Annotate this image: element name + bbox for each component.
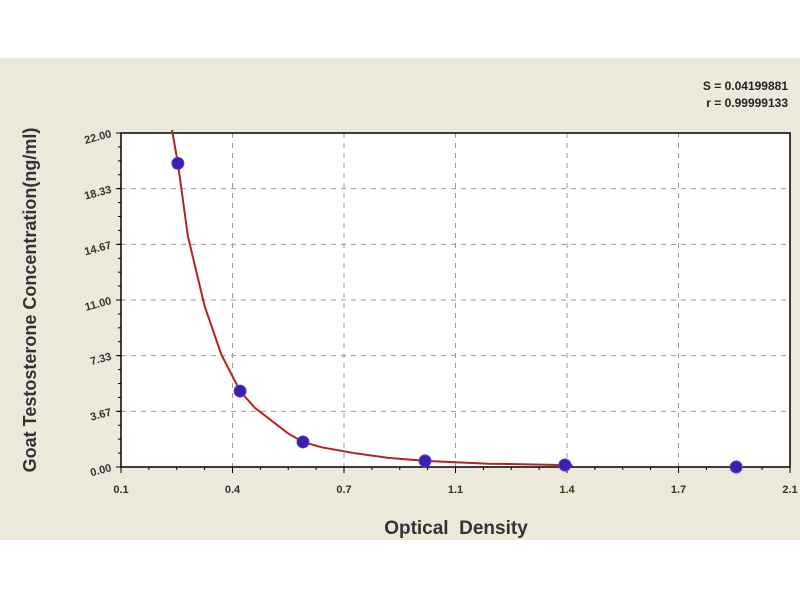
annotation-s: S = 0.04199881 <box>703 79 788 93</box>
x-tick-label: 1.7 <box>671 484 686 496</box>
x-tick-label: 0.7 <box>336 484 351 496</box>
grid <box>121 133 790 467</box>
x-tick-label: 2.1 <box>782 484 797 496</box>
data-point <box>171 156 185 170</box>
y-axis-label: Goat Testosterone Concentration(ng/ml) <box>20 128 40 473</box>
plot-border <box>120 132 791 468</box>
fit-curve-group <box>170 130 573 467</box>
x-tick-label: 0.4 <box>225 484 241 496</box>
y-tick-label: 14.67 <box>83 240 113 259</box>
y-tick-label: 11.00 <box>84 295 113 314</box>
y-tick-label: 0.00 <box>89 462 113 479</box>
y-tick-label: 18.33 <box>83 184 113 203</box>
data-point <box>296 435 310 449</box>
y-tick-label: 3.67 <box>89 407 113 424</box>
data-point <box>233 384 247 398</box>
y-tick-label: 7.33 <box>89 351 113 368</box>
y-tick-label: 22.00 <box>83 128 113 147</box>
data-point <box>558 458 572 472</box>
tick-labels: 0.1 0.4 0.7 1.1 1.4 1.7 2.1 0.00 3.67 7.33 11.00 14… <box>83 128 798 496</box>
fit-curve <box>170 130 573 467</box>
x-tick-label: 1.1 <box>448 484 463 496</box>
data-point <box>418 454 432 468</box>
x-axis-label: Optical Density <box>384 518 528 539</box>
x-tick-label: 1.4 <box>559 484 575 496</box>
data-points <box>171 156 743 474</box>
data-point <box>729 460 743 474</box>
x-tick-label: 0.1 <box>113 484 128 496</box>
annotation-r: r = 0.99999133 <box>706 96 788 110</box>
